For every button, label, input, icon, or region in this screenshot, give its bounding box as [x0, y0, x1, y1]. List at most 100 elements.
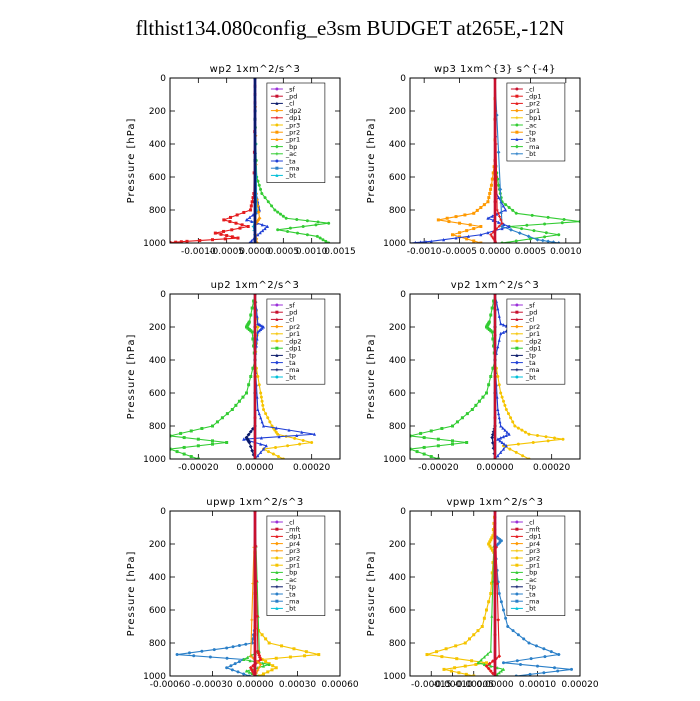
- series-marker: [266, 670, 270, 674]
- series-marker: [499, 391, 503, 395]
- x-tick-label: 0.00060: [321, 680, 358, 690]
- series-marker: [296, 231, 299, 235]
- series-marker: [500, 395, 504, 399]
- legend-label: _dp1: [285, 114, 302, 122]
- series-marker: [468, 637, 471, 641]
- series-marker: [256, 179, 260, 183]
- series-marker: [211, 238, 214, 242]
- series-marker: [196, 444, 200, 448]
- series-marker: [274, 656, 278, 660]
- y-tick-label: 1000: [383, 672, 406, 682]
- legend-label: _ta: [285, 590, 296, 598]
- series-marker: [520, 428, 524, 432]
- legend-marker: [515, 592, 519, 596]
- x-tick-label: 0.0015: [324, 247, 356, 257]
- series-marker: [256, 453, 260, 458]
- series-marker: [491, 534, 495, 538]
- series-marker: [479, 206, 483, 210]
- series-marker: [249, 239, 253, 243]
- series-marker: [509, 227, 513, 232]
- series-marker: [251, 196, 255, 200]
- x-tick-label: 0.00020: [293, 463, 330, 473]
- series-marker: [488, 192, 492, 195]
- series-marker: [274, 445, 278, 449]
- legend-marker: [515, 570, 519, 574]
- series-marker: [314, 223, 318, 227]
- series-marker: [422, 445, 426, 449]
- series-marker: [496, 375, 500, 378]
- series-marker: [536, 664, 539, 668]
- series-marker: [189, 455, 193, 459]
- series-marker: [522, 637, 526, 641]
- legend-label: _ma: [285, 165, 300, 173]
- series-marker: [454, 215, 458, 219]
- y-axis-label: Pressure [hPa]: [366, 334, 377, 420]
- series-marker: [234, 221, 238, 225]
- legend-label: _pr2: [525, 554, 540, 562]
- series-marker: [248, 208, 252, 212]
- series-marker: [521, 454, 525, 458]
- series-marker: [466, 234, 470, 238]
- series-marker: [525, 223, 529, 227]
- series-marker: [463, 641, 467, 645]
- series-marker: [476, 661, 480, 665]
- series-marker: [268, 420, 272, 424]
- series-marker: [458, 231, 462, 235]
- legend-marker: [515, 130, 519, 134]
- series-marker: [253, 592, 257, 595]
- series-marker: [503, 403, 507, 407]
- series-marker: [495, 672, 499, 676]
- series-marker: [250, 306, 254, 310]
- series-marker: [493, 633, 497, 637]
- y-tick-label: 800: [149, 206, 166, 216]
- legend-label: _dp2: [525, 337, 542, 345]
- series-marker: [508, 447, 512, 451]
- legend-marker: [515, 563, 519, 567]
- series-marker: [506, 625, 510, 628]
- series-marker: [460, 416, 464, 420]
- legend-label: _ta: [285, 157, 296, 165]
- series-marker: [444, 647, 448, 651]
- series-marker: [279, 212, 282, 216]
- series-marker: [238, 226, 242, 230]
- series-marker: [292, 647, 296, 651]
- y-tick-label: 800: [389, 422, 406, 432]
- series-marker: [492, 344, 496, 348]
- series-marker: [208, 655, 212, 659]
- series-marker: [527, 641, 531, 645]
- y-tick-label: 1000: [143, 455, 166, 465]
- series-marker: [520, 227, 524, 231]
- series-marker: [532, 229, 536, 233]
- y-tick-label: 1000: [383, 239, 406, 249]
- series-marker: [557, 233, 561, 237]
- series-marker: [490, 571, 494, 575]
- series-marker: [280, 644, 284, 648]
- series-marker: [489, 546, 493, 550]
- series-marker: [502, 447, 505, 451]
- legend-marker: [515, 108, 519, 113]
- series-marker: [502, 323, 505, 327]
- series-marker: [212, 648, 216, 652]
- series-marker: [259, 450, 263, 454]
- series-marker: [497, 670, 501, 675]
- series-marker: [276, 210, 280, 214]
- series-marker: [313, 432, 316, 436]
- series-marker: [249, 204, 253, 208]
- legend-label: _ac: [525, 576, 537, 584]
- legend-label: _ta: [525, 590, 536, 598]
- series-marker: [182, 436, 186, 440]
- series-marker: [502, 434, 505, 439]
- series-marker: [497, 654, 502, 659]
- series-marker: [465, 229, 469, 233]
- x-tick-label: -0.00020: [418, 463, 459, 473]
- legend-marker: [275, 556, 279, 560]
- legend-label: _cl: [525, 85, 535, 93]
- series-marker: [463, 213, 467, 217]
- series-marker: [261, 403, 265, 407]
- series-line-dp1: [170, 294, 256, 459]
- series-marker: [493, 333, 497, 337]
- y-tick-label: 400: [389, 573, 406, 583]
- series-marker: [324, 239, 328, 243]
- series-marker: [492, 299, 496, 303]
- legend-marker: [275, 534, 279, 538]
